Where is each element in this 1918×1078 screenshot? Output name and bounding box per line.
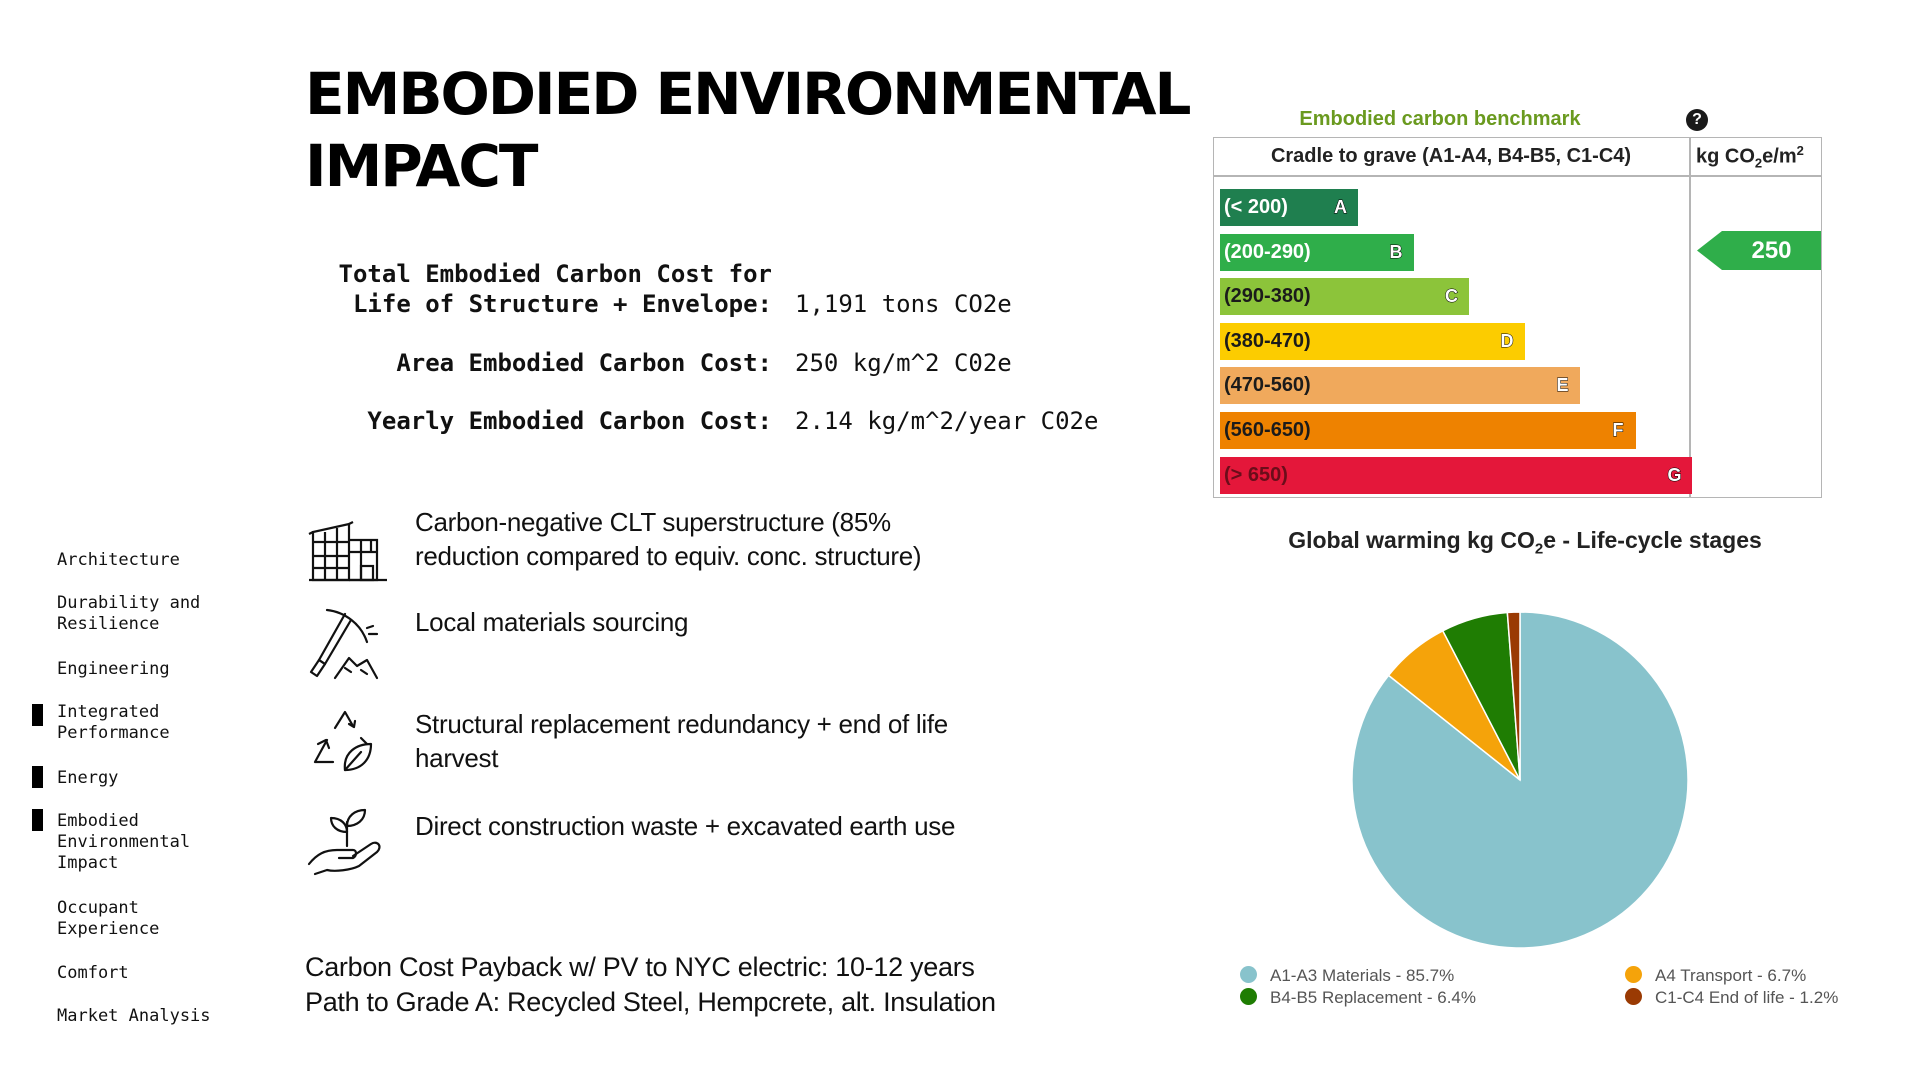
- pie-title-sub: 2: [1534, 540, 1544, 558]
- grade-bar-e: (470-560) E: [1220, 367, 1580, 405]
- grade-range-label: (380-470): [1224, 329, 1311, 352]
- grade-letter: G: [1667, 464, 1682, 485]
- feature-structural-redundancy: Structural replacement redundancy + end …: [415, 709, 948, 773]
- pie-title-suffix: e - Life-cycle stages: [1543, 527, 1762, 553]
- sidebar-item-engineering[interactable]: Engineering: [57, 659, 170, 679]
- payback-text: Carbon Cost Payback w/ PV to NYC electri…: [305, 952, 975, 982]
- grade-range-label: (200-290): [1224, 240, 1311, 263]
- recycle-leaf-icon: [313, 710, 373, 772]
- legend-label: C1-C4 End of life - 1.2%: [1655, 988, 1839, 1007]
- legend-swatch: [1625, 966, 1642, 983]
- legend-swatch: [1240, 966, 1257, 983]
- grade-range-label: (560-650): [1224, 419, 1311, 441]
- benchmark-column-divider: [1689, 137, 1691, 498]
- area-carbon-value: 250 kg/m^2 C02e: [795, 349, 1012, 377]
- rating-arrow: [1697, 231, 1821, 270]
- grade-bar-f: (560-650) F: [1220, 412, 1636, 449]
- help-circle-icon[interactable]: ?: [1686, 109, 1708, 131]
- sidebar-marker-embodied: [32, 809, 43, 831]
- legend-label: A4 Transport - 6.7%: [1655, 966, 1807, 985]
- legend-swatch: [1240, 988, 1257, 1005]
- benchmark-title: Embodied carbon benchmark: [1299, 108, 1581, 130]
- total-carbon-value: 1,191 tons CO2e: [795, 290, 1012, 318]
- pickaxe-icon: [309, 608, 379, 680]
- legend-label: A1-A3 Materials - 85.7%: [1270, 966, 1455, 985]
- area-carbon-label: Area Embodied Carbon Cost:: [396, 349, 772, 377]
- rating-value: 250: [1751, 237, 1792, 264]
- grade-bar-g: (> 650) G: [1220, 456, 1692, 494]
- sidebar-item-market-analysis[interactable]: Market Analysis: [57, 1006, 211, 1026]
- grade-range-label: (> 650): [1224, 463, 1288, 486]
- total-carbon-label-line-1: Total Embodied Carbon Cost for: [338, 260, 772, 288]
- pie-title-prefix: Global warming kg CO: [1288, 527, 1535, 553]
- pie-slice-c1-c4-end-of-life: [1506, 611, 1521, 781]
- grade-letter: C: [1445, 286, 1459, 307]
- page-title-line-2: IMPACT: [305, 132, 539, 200]
- sidebar-item-energy[interactable]: Energy: [57, 768, 119, 788]
- total-carbon-label-line-2: Life of Structure + Envelope:: [352, 290, 772, 318]
- page-title-line-1: EMBODIED ENVIRONMENTAL: [305, 60, 1191, 128]
- grade-range-label: (470-560): [1224, 374, 1311, 397]
- units-sub: 2: [1754, 155, 1763, 171]
- benchmark-header-units: kg CO2e/m2: [1696, 143, 1804, 171]
- hand-plant-icon: [307, 808, 381, 876]
- legend-label: B4-B5 Replacement - 6.4%: [1270, 988, 1476, 1007]
- grade-letter: B: [1389, 241, 1403, 262]
- feature-construction-waste: Direct construction waste + excavated ea…: [415, 811, 956, 841]
- page-title: EMBODIED ENVIRONMENTAL IMPACT: [305, 58, 1205, 202]
- yearly-carbon-value: 2.14 kg/m^2/year C02e: [795, 407, 1099, 435]
- yearly-carbon-label: Yearly Embodied Carbon Cost:: [367, 407, 772, 435]
- legend-item-a4-transport[interactable]: A4 Transport - 6.7%: [1625, 966, 1806, 986]
- units-sup: 2: [1796, 143, 1804, 158]
- sidebar-item-embodied-impact[interactable]: Embodied Environmental Impact: [57, 811, 191, 873]
- sidebar-marker-energy: [32, 766, 43, 788]
- sidebar-item-occupant-experience[interactable]: Occupant Experience: [57, 898, 160, 939]
- feature-clt-superstructure: Carbon-negative CLT superstructure (85% …: [415, 507, 922, 571]
- building-icon: [308, 521, 387, 582]
- legend-item-b4-b5-replacement[interactable]: B4-B5 Replacement - 6.4%: [1240, 988, 1476, 1008]
- legend-swatch: [1625, 988, 1642, 1005]
- sidebar-item-integrated-performance[interactable]: Integrated Performance: [57, 702, 170, 743]
- benchmark-header-divider: [1213, 175, 1822, 177]
- grade-letter: E: [1556, 375, 1569, 396]
- grade-bar-a: (< 200) A: [1220, 189, 1358, 226]
- sidebar-marker-integrated: [32, 704, 43, 726]
- feature-local-materials: Local materials sourcing: [415, 607, 689, 637]
- grade-path-text: Path to Grade A: Recycled Steel, Hempcre…: [305, 987, 996, 1017]
- units-prefix: kg CO: [1696, 145, 1755, 168]
- legend-item-a1-a3-materials[interactable]: A1-A3 Materials - 85.7%: [1240, 966, 1454, 986]
- benchmark-header-left: Cradle to grave (A1-A4, B4-B5, C1-C4): [1270, 145, 1632, 167]
- sidebar-item-durability[interactable]: Durability and Resilience: [57, 593, 201, 634]
- grade-bar-c: (290-380) C: [1220, 278, 1469, 316]
- pie-chart: [1351, 611, 1689, 949]
- grade-range-label: (290-380): [1224, 285, 1311, 308]
- sidebar-item-comfort[interactable]: Comfort: [57, 963, 129, 983]
- legend-item-c1-c4-end-of-life[interactable]: C1-C4 End of life - 1.2%: [1625, 988, 1838, 1008]
- grade-bar-b: (200-290) B: [1220, 233, 1414, 271]
- pie-title: Global warming kg CO2e - Life-cycle stag…: [1220, 527, 1830, 558]
- units-mid: e/m: [1762, 145, 1797, 168]
- grade-bar-d: (380-470) D: [1220, 322, 1525, 360]
- benchmark-table: [1213, 137, 1822, 498]
- sidebar-item-architecture[interactable]: Architecture: [57, 550, 180, 570]
- grade-letter: D: [1500, 330, 1514, 351]
- grade-letter: A: [1334, 197, 1348, 218]
- grade-range-label: (< 200): [1224, 196, 1288, 218]
- grade-letter: F: [1612, 420, 1624, 441]
